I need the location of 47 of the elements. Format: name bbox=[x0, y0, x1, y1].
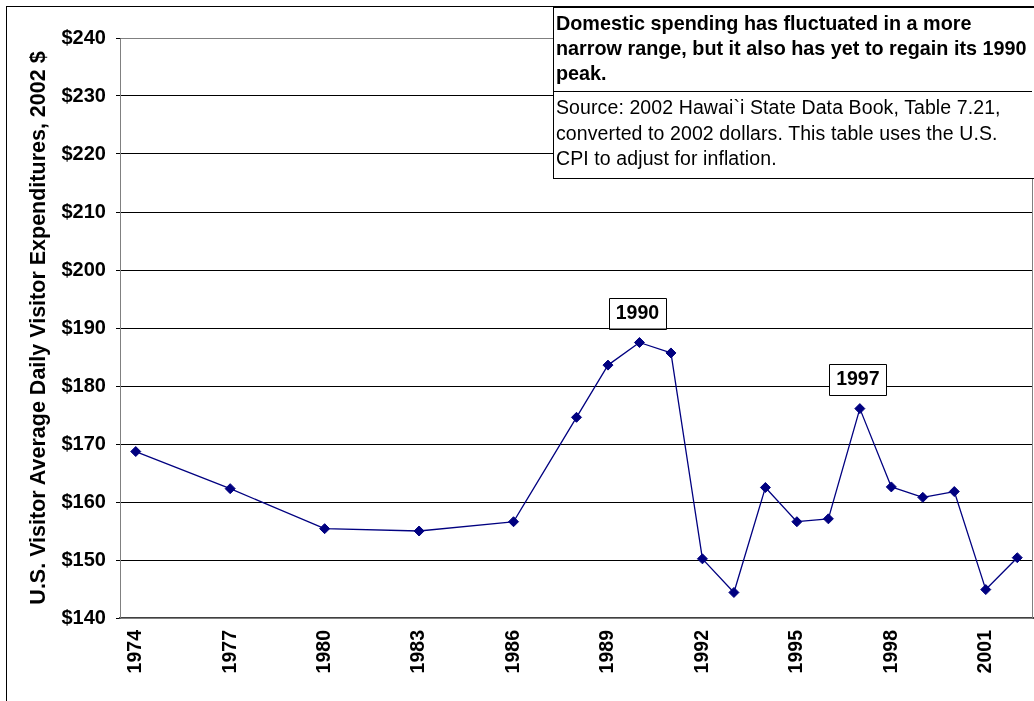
point bbox=[791, 516, 803, 528]
point bbox=[917, 491, 929, 503]
x-tick-label: 1983 bbox=[406, 629, 429, 674]
y-axis-title: U.S. Visitor Average Daily Visitor Expenditures, 2002 $ bbox=[25, 51, 50, 605]
point bbox=[728, 586, 740, 598]
point bbox=[665, 347, 677, 359]
chart-title: Domestic spending has fluctuated in a more narrow range, but it also has yet to regain its 1990 peak. bbox=[554, 8, 1032, 92]
y-tick-label: $240 bbox=[61, 25, 106, 48]
point bbox=[508, 516, 520, 528]
y-tick-label: $180 bbox=[61, 373, 106, 396]
x-tick-label: 1989 bbox=[595, 629, 618, 674]
y-tick-label: $160 bbox=[61, 489, 106, 512]
x-tick-label: 1980 bbox=[312, 629, 335, 674]
point bbox=[696, 553, 708, 565]
text-box: Domestic spending has fluctuated in a more narrow range, but it also has yet to regain its 1990 peak. Source: 2002 Hawai`i State Data Book, Table 7.21, converted to 2002 dollars. This table uses the U.S. CPI to adjust for inflation. bbox=[553, 7, 1034, 179]
x-tick-label: 1995 bbox=[784, 629, 807, 674]
y-tick-label: $200 bbox=[61, 257, 106, 280]
x-tick-label: 1974 bbox=[123, 629, 146, 674]
point bbox=[224, 483, 236, 495]
point bbox=[633, 337, 645, 348]
point bbox=[1011, 552, 1023, 564]
y-tick-label: $170 bbox=[61, 431, 106, 454]
x-tick-label: 1986 bbox=[500, 629, 523, 674]
point bbox=[885, 481, 897, 493]
point bbox=[130, 446, 142, 458]
point bbox=[602, 359, 614, 371]
x-tick-label: 1977 bbox=[217, 630, 240, 674]
y-tick-label: $140 bbox=[61, 605, 106, 628]
point bbox=[571, 411, 582, 423]
point bbox=[413, 525, 425, 537]
point bbox=[319, 523, 331, 535]
x-tick-label: 1992 bbox=[689, 629, 712, 674]
point bbox=[759, 482, 771, 493]
point bbox=[948, 486, 960, 498]
annotation: 1990 bbox=[615, 301, 660, 324]
y-tick-label: $220 bbox=[61, 141, 106, 164]
x-tick-label: 1998 bbox=[878, 629, 901, 674]
x-tick-label: 2001 bbox=[973, 629, 996, 674]
y-tick-label: $150 bbox=[61, 547, 106, 570]
y-tick-label: $230 bbox=[61, 83, 106, 106]
point bbox=[854, 403, 866, 415]
y-tick-label: $190 bbox=[61, 315, 106, 338]
y-tick-label: $210 bbox=[61, 199, 106, 222]
point bbox=[822, 513, 834, 525]
point bbox=[980, 584, 992, 596]
annotation: 1997 bbox=[836, 367, 880, 390]
annotation: Source: 2002 Hawai`i State Data Book, Table 7.21, converted to 2002 dollars. This table uses the U.S. CPI to adjust for inflation. bbox=[555, 95, 1002, 171]
